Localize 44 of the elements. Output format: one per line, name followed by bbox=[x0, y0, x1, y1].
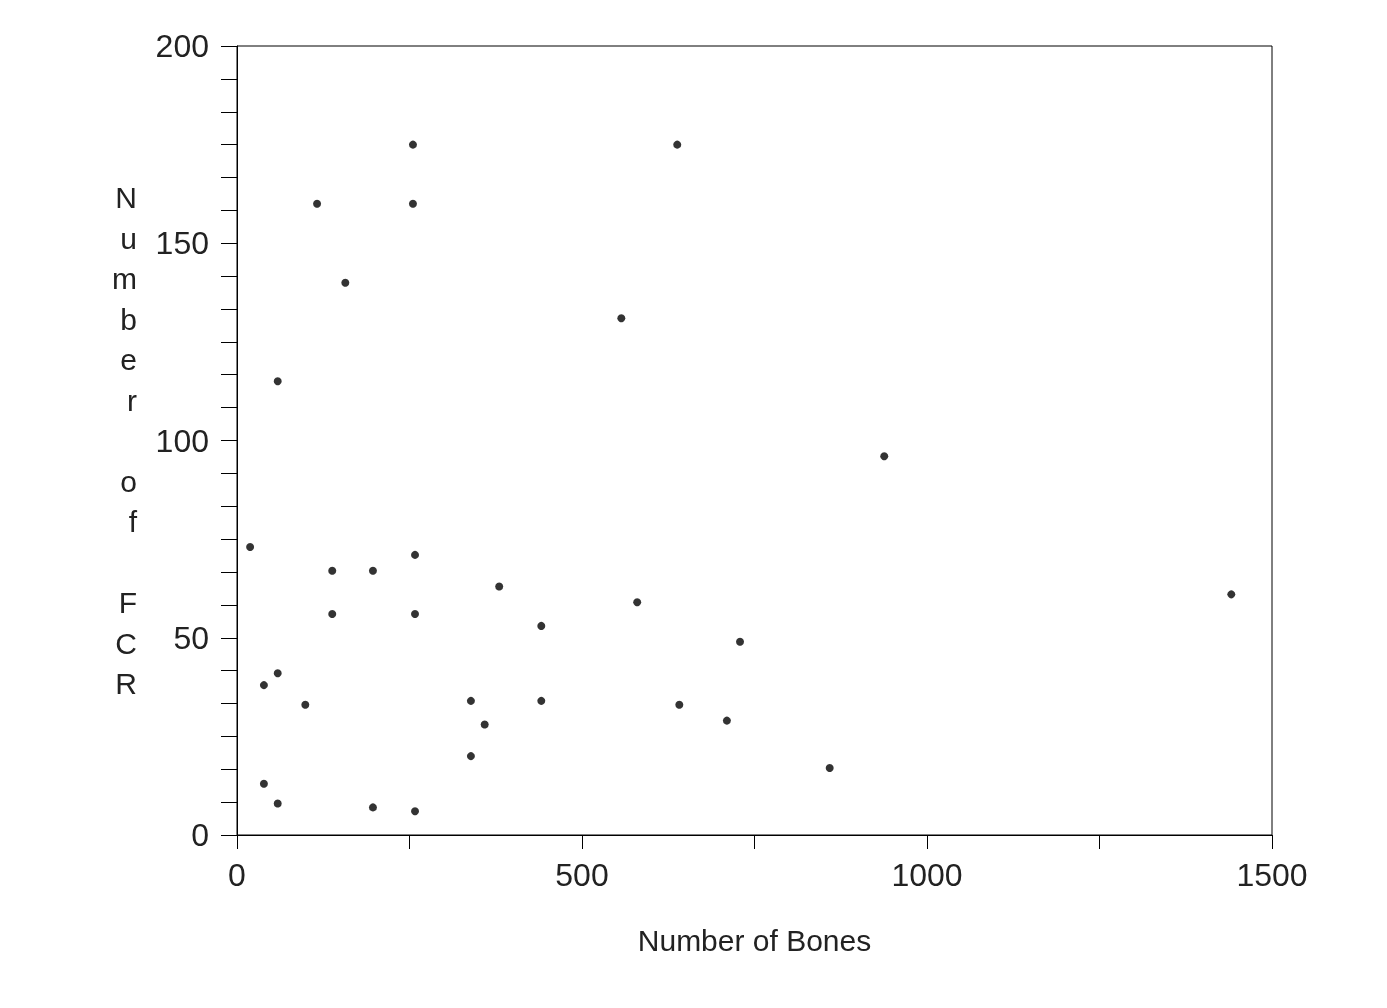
point bbox=[537, 621, 546, 630]
point bbox=[880, 452, 889, 461]
point bbox=[633, 598, 642, 607]
point bbox=[825, 763, 834, 772]
point bbox=[368, 803, 377, 812]
point bbox=[273, 669, 282, 678]
point bbox=[313, 199, 322, 208]
point bbox=[1227, 590, 1236, 599]
point bbox=[328, 566, 337, 575]
point bbox=[411, 610, 420, 619]
point bbox=[495, 582, 504, 591]
point bbox=[675, 700, 684, 709]
y-tick-label: 50 bbox=[173, 619, 209, 656]
point bbox=[673, 140, 682, 149]
point bbox=[408, 140, 417, 149]
point bbox=[722, 716, 731, 725]
y-tick-label: 150 bbox=[155, 225, 209, 262]
point bbox=[368, 566, 377, 575]
point bbox=[537, 696, 546, 705]
point bbox=[736, 637, 745, 646]
point bbox=[328, 610, 337, 619]
point bbox=[259, 779, 268, 788]
point bbox=[273, 377, 282, 386]
text: Number of FCR bbox=[112, 181, 137, 700]
point bbox=[246, 543, 255, 552]
y-tick-label: 0 bbox=[191, 817, 209, 853]
point bbox=[617, 314, 626, 323]
point bbox=[480, 720, 489, 729]
point bbox=[408, 199, 417, 208]
point bbox=[466, 696, 475, 705]
y-tick-label: 100 bbox=[155, 422, 209, 459]
point bbox=[466, 752, 475, 761]
point bbox=[259, 681, 268, 690]
x-tick-label: 0 bbox=[228, 857, 246, 893]
x-tick-label: 500 bbox=[555, 857, 609, 893]
point bbox=[341, 278, 350, 287]
point bbox=[411, 807, 420, 816]
point bbox=[301, 700, 310, 709]
x-axis-title: Number of Bones bbox=[637, 923, 872, 957]
x-tick-label: 1000 bbox=[891, 857, 963, 893]
point bbox=[411, 550, 420, 559]
y-tick-label: 200 bbox=[155, 28, 209, 64]
point bbox=[273, 799, 282, 808]
x-tick-label: 1500 bbox=[1236, 857, 1308, 893]
